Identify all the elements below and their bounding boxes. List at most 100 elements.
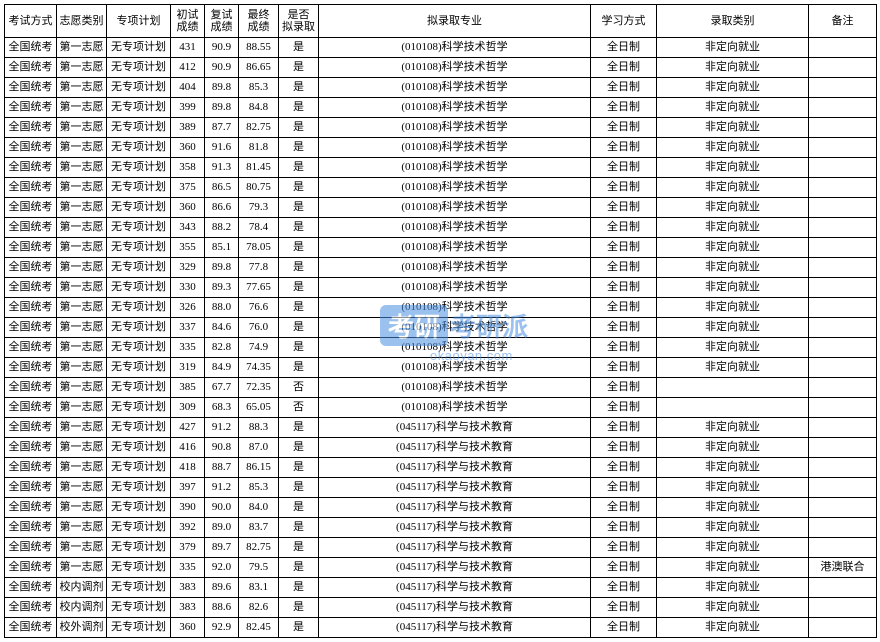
- cell-final: 76.0: [239, 318, 279, 338]
- cell-plan: 无专项计划: [107, 118, 171, 138]
- cell-admit: 是: [279, 158, 319, 178]
- cell-admit: 是: [279, 118, 319, 138]
- cell-prelim: 329: [171, 258, 205, 278]
- cell-interview: 88.7: [205, 458, 239, 478]
- cell-major: (045117)科学与技术教育: [319, 458, 591, 478]
- cell-plan: 无专项计划: [107, 38, 171, 58]
- cell-admit: 是: [279, 198, 319, 218]
- cell-final: 82.6: [239, 598, 279, 618]
- cell-admit: 是: [279, 538, 319, 558]
- cell-major: (010108)科学技术哲学: [319, 178, 591, 198]
- cell-plan: 无专项计划: [107, 78, 171, 98]
- cell-plan: 无专项计划: [107, 318, 171, 338]
- cell-major: (010108)科学技术哲学: [319, 258, 591, 278]
- cell-study: 全日制: [591, 298, 657, 318]
- cell-remark: [809, 358, 877, 378]
- table-row: 全国统考第一志愿无专项计划40489.885.3是(010108)科学技术哲学全…: [5, 78, 877, 98]
- cell-final: 78.4: [239, 218, 279, 238]
- cell-final: 88.3: [239, 418, 279, 438]
- cell-exam_mode: 全国统考: [5, 198, 57, 218]
- cell-final: 83.1: [239, 578, 279, 598]
- cell-prelim: 399: [171, 98, 205, 118]
- cell-prelim: 360: [171, 138, 205, 158]
- cell-exam_mode: 全国统考: [5, 518, 57, 538]
- cell-major: (045117)科学与技术教育: [319, 578, 591, 598]
- cell-prelim: 383: [171, 598, 205, 618]
- cell-interview: 87.7: [205, 118, 239, 138]
- cell-study: 全日制: [591, 238, 657, 258]
- cell-exam_mode: 全国统考: [5, 258, 57, 278]
- cell-plan: 无专项计划: [107, 278, 171, 298]
- table-row: 全国统考第一志愿无专项计划33592.079.5是(045117)科学与技术教育…: [5, 558, 877, 578]
- cell-admit: 是: [279, 358, 319, 378]
- cell-prelim: 379: [171, 538, 205, 558]
- cell-plan: 无专项计划: [107, 298, 171, 318]
- cell-final: 72.35: [239, 378, 279, 398]
- cell-study: 全日制: [591, 78, 657, 98]
- col-major: 拟录取专业: [319, 5, 591, 38]
- cell-cat: 非定向就业: [657, 238, 809, 258]
- cell-study: 全日制: [591, 198, 657, 218]
- cell-remark: [809, 418, 877, 438]
- cell-plan: 无专项计划: [107, 458, 171, 478]
- cell-admit: 是: [279, 598, 319, 618]
- table-row: 全国统考第一志愿无专项计划31984.974.35是(010108)科学技术哲学…: [5, 358, 877, 378]
- cell-prelim: 397: [171, 478, 205, 498]
- cell-plan: 无专项计划: [107, 58, 171, 78]
- cell-prelim: 375: [171, 178, 205, 198]
- cell-study: 全日制: [591, 478, 657, 498]
- cell-prelim: 335: [171, 558, 205, 578]
- table-row: 全国统考第一志愿无专项计划35891.381.45是(010108)科学技术哲学…: [5, 158, 877, 178]
- table-row: 全国统考第一志愿无专项计划36091.681.8是(010108)科学技术哲学全…: [5, 138, 877, 158]
- table-row: 全国统考第一志愿无专项计划41888.786.15是(045117)科学与技术教…: [5, 458, 877, 478]
- col-final: 最终成绩: [239, 5, 279, 38]
- cell-interview: 88.2: [205, 218, 239, 238]
- cell-major: (010108)科学技术哲学: [319, 298, 591, 318]
- table-row: 全国统考第一志愿无专项计划32989.877.8是(010108)科学技术哲学全…: [5, 258, 877, 278]
- cell-exam_mode: 全国统考: [5, 238, 57, 258]
- cell-exam_mode: 全国统考: [5, 138, 57, 158]
- cell-major: (010108)科学技术哲学: [319, 238, 591, 258]
- cell-major: (045117)科学与技术教育: [319, 558, 591, 578]
- cell-study: 全日制: [591, 418, 657, 438]
- cell-pref_type: 第一志愿: [57, 178, 107, 198]
- cell-admit: 是: [279, 458, 319, 478]
- cell-remark: [809, 78, 877, 98]
- cell-study: 全日制: [591, 498, 657, 518]
- cell-admit: 是: [279, 298, 319, 318]
- cell-remark: [809, 138, 877, 158]
- cell-admit: 是: [279, 278, 319, 298]
- cell-interview: 90.9: [205, 58, 239, 78]
- cell-final: 88.55: [239, 38, 279, 58]
- table-row: 全国统考第一志愿无专项计划30968.365.05否(010108)科学技术哲学…: [5, 398, 877, 418]
- cell-admit: 是: [279, 38, 319, 58]
- cell-plan: 无专项计划: [107, 338, 171, 358]
- cell-final: 82.75: [239, 538, 279, 558]
- cell-remark: 港澳联合: [809, 558, 877, 578]
- cell-plan: 无专项计划: [107, 198, 171, 218]
- col-cat: 录取类别: [657, 5, 809, 38]
- cell-pref_type: 第一志愿: [57, 278, 107, 298]
- cell-cat: 非定向就业: [657, 618, 809, 638]
- cell-exam_mode: 全国统考: [5, 378, 57, 398]
- cell-admit: 是: [279, 478, 319, 498]
- cell-major: (010108)科学技术哲学: [319, 278, 591, 298]
- cell-interview: 88.6: [205, 598, 239, 618]
- cell-exam_mode: 全国统考: [5, 58, 57, 78]
- cell-study: 全日制: [591, 58, 657, 78]
- cell-interview: 84.9: [205, 358, 239, 378]
- col-pref_type: 志愿类别: [57, 5, 107, 38]
- table-row: 全国统考第一志愿无专项计划39090.084.0是(045117)科学与技术教育…: [5, 498, 877, 518]
- cell-major: (010108)科学技术哲学: [319, 358, 591, 378]
- cell-cat: 非定向就业: [657, 98, 809, 118]
- cell-admit: 是: [279, 58, 319, 78]
- cell-major: (045117)科学与技术教育: [319, 518, 591, 538]
- col-plan: 专项计划: [107, 5, 171, 38]
- cell-prelim: 427: [171, 418, 205, 438]
- cell-pref_type: 第一志愿: [57, 58, 107, 78]
- cell-pref_type: 第一志愿: [57, 258, 107, 278]
- cell-cat: 非定向就业: [657, 518, 809, 538]
- cell-prelim: 431: [171, 38, 205, 58]
- cell-plan: 无专项计划: [107, 158, 171, 178]
- cell-plan: 无专项计划: [107, 258, 171, 278]
